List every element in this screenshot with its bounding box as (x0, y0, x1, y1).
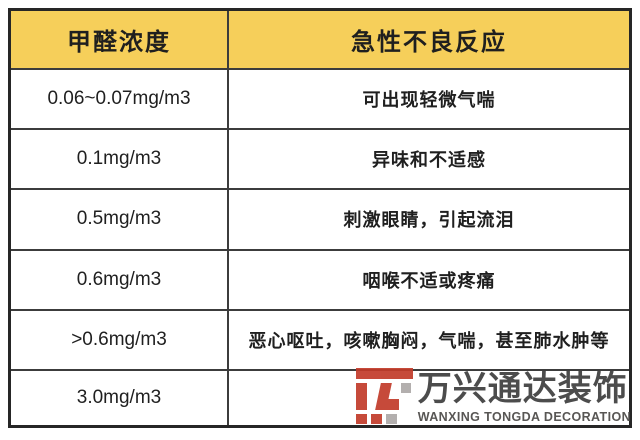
wanxing-tongda-watermark: 万兴通达装饰 WANXING TONGDA DECORATION (355, 368, 631, 425)
table-row: 0.6mg/m3 咽喉不适或疼痛 (11, 248, 629, 309)
concentration-cell: 0.5mg/m3 (11, 190, 229, 249)
wanxing-tongda-logo-icon (355, 368, 413, 425)
table-row: 0.5mg/m3 刺激眼睛，引起流泪 (11, 188, 629, 249)
concentration-cell: 3.0mg/m3 (11, 370, 229, 426)
table-row: 0.1mg/m3 异味和不适感 (11, 128, 629, 189)
header-concentration: 甲醛浓度 (11, 11, 229, 68)
table-header-row: 甲醛浓度 急性不良反应 (11, 11, 629, 68)
watermark-text: 万兴通达装饰 WANXING TONGDA DECORATION (418, 372, 631, 424)
reaction-cell: 可出现轻微气喘 (362, 90, 496, 111)
concentration-cell: 0.6mg/m3 (11, 250, 229, 309)
formaldehyde-reaction-table: 甲醛浓度 急性不良反应 0.06~0.07mg/m3 可出现轻微气喘 0.1mg… (8, 8, 632, 428)
concentration-cell: 0.06~0.07mg/m3 (11, 70, 229, 129)
brand-name-english: WANXING TONGDA DECORATION (417, 410, 631, 425)
table-row: 0.06~0.07mg/m3 可出现轻微气喘 (11, 68, 629, 129)
reaction-cell: 刺激眼睛，引起流泪 (343, 210, 515, 231)
brand-name-chinese: 万兴通达装饰 (417, 370, 628, 409)
header-reaction: 急性不良反应 (351, 29, 507, 56)
reaction-cell: 恶心呕吐，咳嗽胸闷，气喘，甚至肺水肿等 (248, 330, 610, 351)
reaction-cell: 咽喉不适或疼痛 (362, 270, 496, 291)
concentration-cell: >0.6mg/m3 (11, 310, 229, 369)
table-row: 3.0mg/m3 万兴通达装饰 WANXING TONGDA DECORATIO… (11, 368, 631, 426)
table-row: >0.6mg/m3 恶心呕吐，咳嗽胸闷，气喘，甚至肺水肿等 (11, 308, 629, 369)
reaction-cell: 异味和不适感 (372, 150, 486, 171)
reaction-cell: 万兴通达装饰 WANXING TONGDA DECORATION (229, 368, 631, 425)
concentration-cell: 0.1mg/m3 (11, 130, 229, 189)
